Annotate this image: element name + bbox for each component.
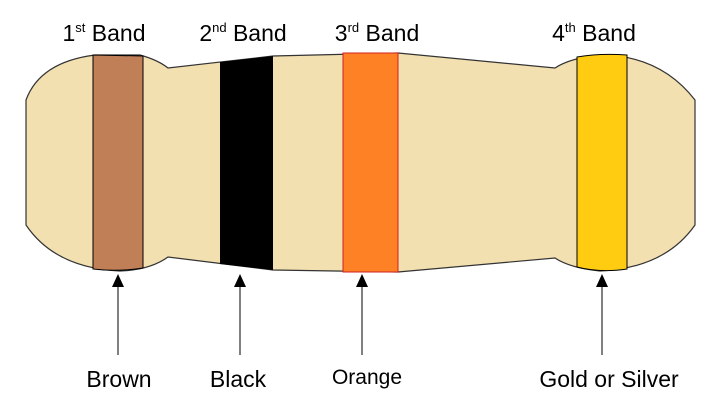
band-4-title: 4th Band — [552, 20, 636, 46]
arrow-band-3 — [356, 274, 368, 355]
arrow-band-4 — [596, 274, 608, 355]
arrow-band-1 — [112, 274, 124, 355]
arrow-band-2 — [234, 274, 246, 355]
band-1-color-label: Brown — [86, 366, 152, 392]
band-3-color-label: Orange — [331, 366, 403, 389]
band-3-orange — [342, 52, 399, 273]
band-1-title: 1st Band — [62, 20, 146, 46]
band-1-brown — [92, 54, 144, 271]
band-2-color-label: Black — [209, 366, 267, 392]
band-4-gold — [576, 53, 628, 272]
band-2-title: 2nd Band — [199, 20, 287, 46]
band-4-color-label: Gold or Silver — [539, 366, 679, 392]
band-3-title: 3rd Band — [334, 20, 420, 46]
band-2-black — [220, 56, 273, 270]
